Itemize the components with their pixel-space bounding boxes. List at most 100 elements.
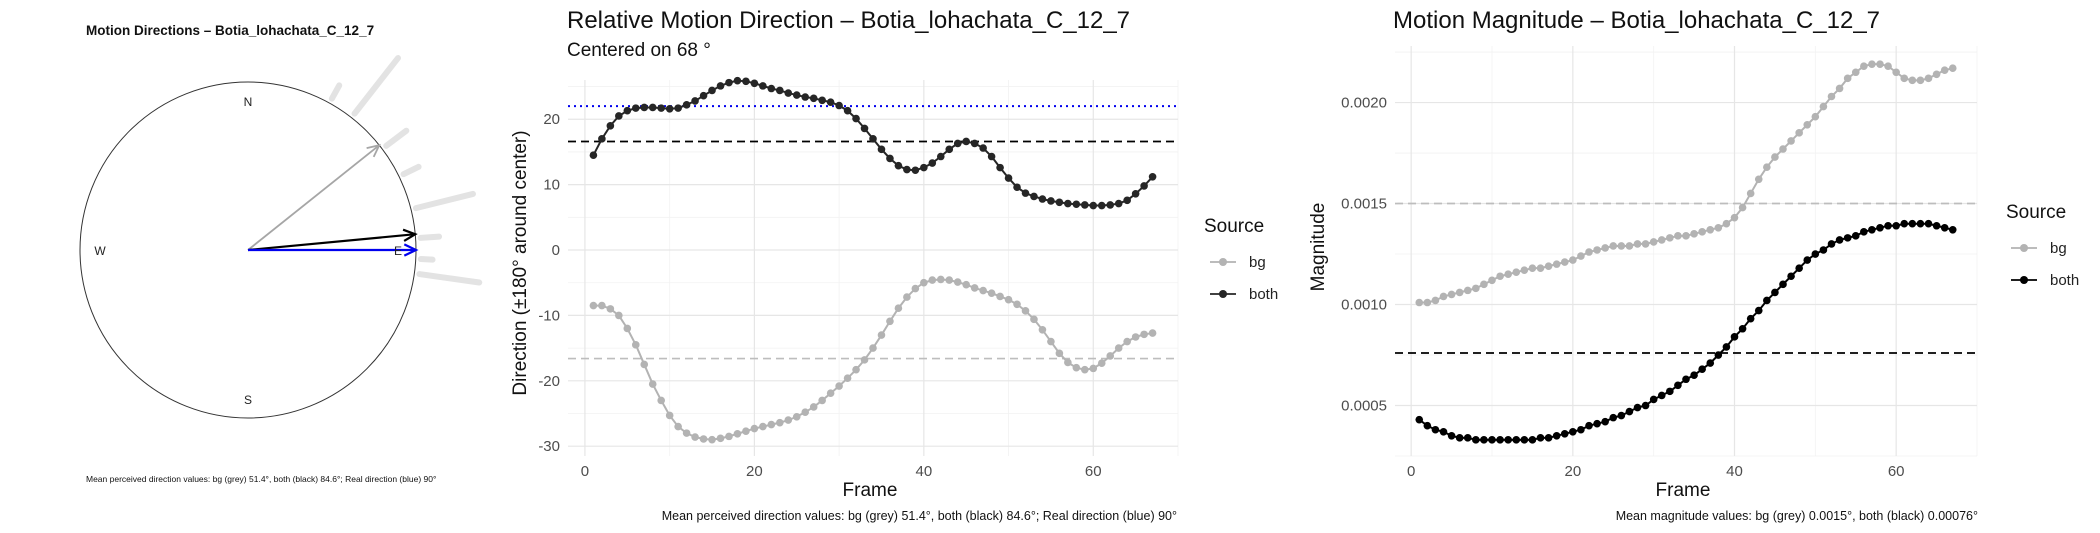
magnitude-point-both [1738,324,1747,333]
magnitude-point-both [1585,421,1593,430]
magnitude-x-axis-label: Frame [1656,480,1711,501]
magnitude-point-bg [1900,74,1909,83]
magnitude-point-both [1633,403,1642,412]
magnitude-series-line-both [1418,222,1953,441]
direction-caption: Mean perceived direction values: bg (gre… [662,509,1177,523]
magnitude-series-line-bg [1419,63,1953,304]
magnitude-point-both [1754,306,1763,315]
direction-legend-title: Source [1204,216,1264,237]
magnitude-point-bg [1730,213,1739,222]
magnitude-point-both [1876,223,1884,232]
direction-point-bg [987,289,996,297]
direction-point-bg [606,305,615,313]
direction-point-bg [615,311,623,320]
direction-point-bg [996,292,1004,301]
direction-point-bg [809,403,818,411]
direction-point-both [606,121,615,130]
magnitude-point-bg [1641,240,1650,248]
compass-panel: Motion Directions – Botia_lohachata_C_12… [79,23,483,484]
direction-point-bg [589,301,598,310]
direction-point-both [843,106,852,115]
magnitude-point-bg [1625,242,1634,250]
magnitude-point-both [1835,236,1844,244]
direction-point-both [1064,199,1072,208]
magnitude-caption: Mean magnitude values: bg (grey) 0.0015°… [1616,509,1978,523]
direction-point-bg [792,412,801,421]
direction-point-both [996,163,1004,172]
magnitude-point-both [1916,219,1925,228]
magnitude-point-both [1520,436,1529,444]
magnitude-point-both [1601,417,1609,426]
direction-point-bg [784,416,793,424]
direction-point-both [809,94,818,103]
magnitude-point-bg [1803,120,1812,129]
compass-arrow-bg [247,144,380,251]
magnitude-point-bg [1569,256,1577,264]
magnitude-point-bg [1706,225,1715,234]
direction-point-both [615,112,623,120]
direction-point-both [657,104,665,112]
magnitude-point-bg [1892,68,1900,77]
direction-point-bg [1140,330,1148,339]
direction-point-both [936,152,945,161]
magnitude-point-both [1722,343,1731,351]
direction-point-bg [716,434,725,443]
magnitude-point-bg [1860,62,1868,70]
magnitude-legend-both-marker [2020,276,2028,284]
magnitude-point-bg [1722,219,1731,228]
direction-point-bg [835,382,843,390]
direction-point-both [970,139,979,148]
magnitude-point-bg [1851,68,1860,77]
direction-x-ticks: 0 20 40 60 [581,463,1102,480]
magnitude-point-both [1706,359,1715,367]
direction-point-both [979,144,987,152]
direction-y-tick-label: 20 [543,111,560,128]
magnitude-point-bg [1746,189,1755,198]
magnitude-point-both [1932,221,1941,230]
magnitude-point-both [1948,225,1957,234]
direction-subtitle: Centered on 68 ° [567,40,711,61]
direction-point-bg [843,374,852,382]
direction-point-bg [1055,349,1064,358]
direction-point-both [818,96,826,105]
direction-point-bg [920,278,928,287]
direction-point-bg [894,304,903,313]
direction-point-both [1123,196,1131,205]
magnitude-point-bg [1512,268,1521,277]
magnitude-point-bg [1779,145,1787,153]
direction-point-bg [674,422,682,431]
direction-x-tick-label: 40 [915,463,932,480]
direction-point-both [920,163,928,172]
direction-point-bg [852,365,860,374]
magnitude-point-bg [1771,153,1779,161]
magnitude-point-both [1868,225,1876,234]
direction-point-bg [725,432,733,441]
direction-y-tick-label: -30 [538,438,560,455]
compass-arrowhead-bg [366,143,381,158]
magnitude-point-bg [1657,236,1666,244]
magnitude-point-bg [1585,248,1593,256]
direction-series [589,76,1157,444]
direction-point-bg [750,424,759,433]
magnitude-point-both [1771,288,1779,297]
direction-point-both [1055,198,1064,207]
magnitude-point-both [1908,219,1917,228]
magnitude-y-axis-label: Magnitude [1308,203,1329,292]
magnitude-point-both [1472,436,1480,444]
magnitude-point-bg [1520,266,1529,274]
magnitude-point-both [1827,240,1836,248]
direction-point-bg [886,317,894,326]
magnitude-point-bg [1884,62,1892,70]
magnitude-point-bg [1763,163,1771,171]
magnitude-y-tick-label: 0.0005 [1341,398,1387,415]
magnitude-point-both [1884,221,1892,230]
direction-point-bg [1123,337,1131,346]
direction-legend-bg-marker [1219,258,1227,266]
magnitude-point-bg [1948,64,1957,73]
magnitude-y-tick-label: 0.0015 [1341,196,1387,213]
direction-point-bg [1097,359,1106,367]
magnitude-legend: Source bg both [2006,202,2079,289]
compass-ray-2 [383,127,410,149]
magnitude-legend-both-label: both [2050,272,2079,289]
compass-arrowhead-both [402,228,418,242]
